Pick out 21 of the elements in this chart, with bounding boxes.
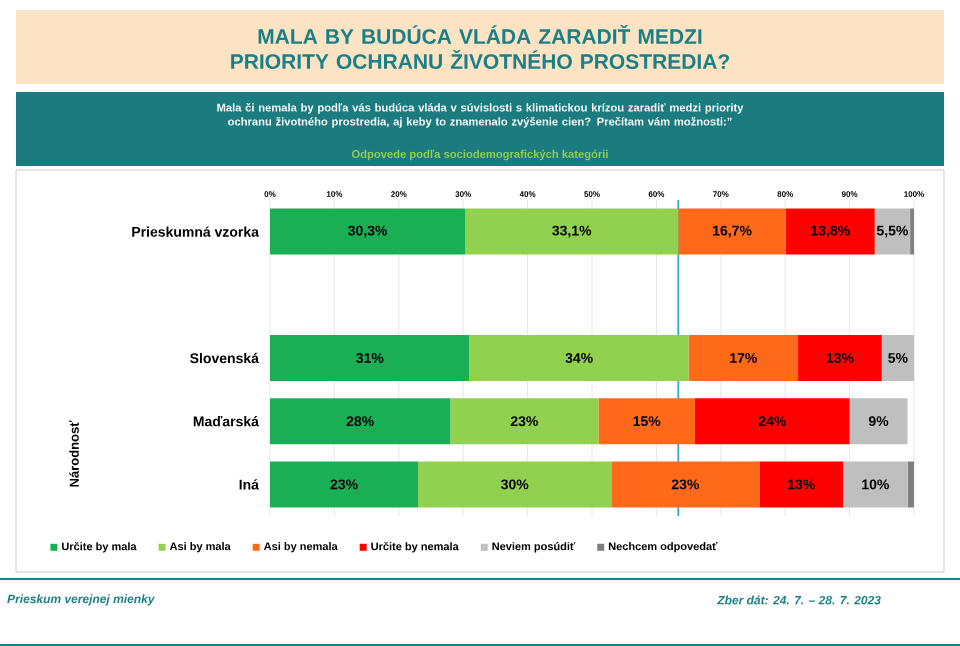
bar xyxy=(465,208,679,255)
bar xyxy=(678,208,786,255)
bar xyxy=(598,398,696,445)
bar xyxy=(270,208,466,255)
bar xyxy=(798,334,882,381)
bar xyxy=(611,461,760,508)
bar xyxy=(469,334,689,381)
bar xyxy=(881,334,914,381)
bar xyxy=(270,461,419,508)
bar xyxy=(418,461,612,508)
bar xyxy=(270,334,470,381)
bar xyxy=(688,334,799,381)
bar xyxy=(843,461,908,508)
bar xyxy=(849,398,908,445)
bar xyxy=(874,208,911,255)
bar xyxy=(695,398,850,445)
bar xyxy=(270,398,451,445)
bar xyxy=(785,208,875,255)
chart-title: MALA BY BUDÚCA VLÁDA ZARADIŤ MEDZI PRIORITY OCHRANU ŽIVOTNÉHO PROSTREDIA? xyxy=(231,25,729,70)
bar xyxy=(450,398,599,445)
bar xyxy=(759,461,844,508)
